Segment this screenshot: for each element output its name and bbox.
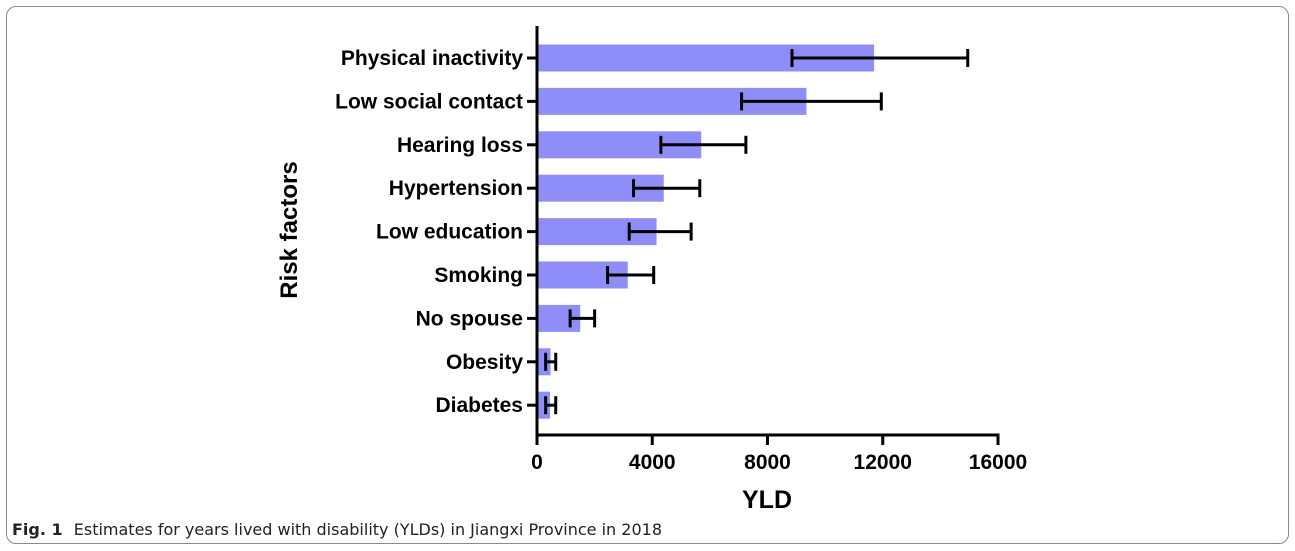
category-label: Obesity xyxy=(446,351,523,374)
bars-group xyxy=(537,44,875,419)
x-tick-label: 8000 xyxy=(744,451,791,474)
category-label: Low social contact xyxy=(335,90,523,113)
x-tick-label: 4000 xyxy=(629,451,676,474)
x-tick-label: 16000 xyxy=(969,451,1027,474)
category-labels-group: Physical inactivity Low social contact Hea… xyxy=(335,47,523,417)
x-axis-label: YLD xyxy=(742,486,792,514)
category-label: Hypertension xyxy=(389,177,523,200)
caption-text: Estimates for years lived with disabilit… xyxy=(73,520,662,539)
x-tick-label: 0 xyxy=(531,451,543,474)
category-label: Hearing loss xyxy=(397,134,523,157)
category-label: Physical inactivity xyxy=(341,47,523,70)
error-bars-group xyxy=(544,49,970,415)
x-tick-label: 12000 xyxy=(854,451,912,474)
category-label: No spouse xyxy=(416,307,523,330)
y-axis-label: Risk factors xyxy=(276,161,303,298)
axes-group xyxy=(527,26,1000,445)
x-tick-labels-group: 0 4000 8000 12000 16000 xyxy=(531,451,1027,474)
figure-caption: Fig. 1 Estimates for years lived with di… xyxy=(12,520,662,539)
caption-label: Fig. 1 xyxy=(12,520,63,539)
category-label: Low education xyxy=(376,221,523,244)
category-label: Diabetes xyxy=(435,394,523,417)
category-label: Smoking xyxy=(434,264,523,287)
bar xyxy=(537,348,551,376)
